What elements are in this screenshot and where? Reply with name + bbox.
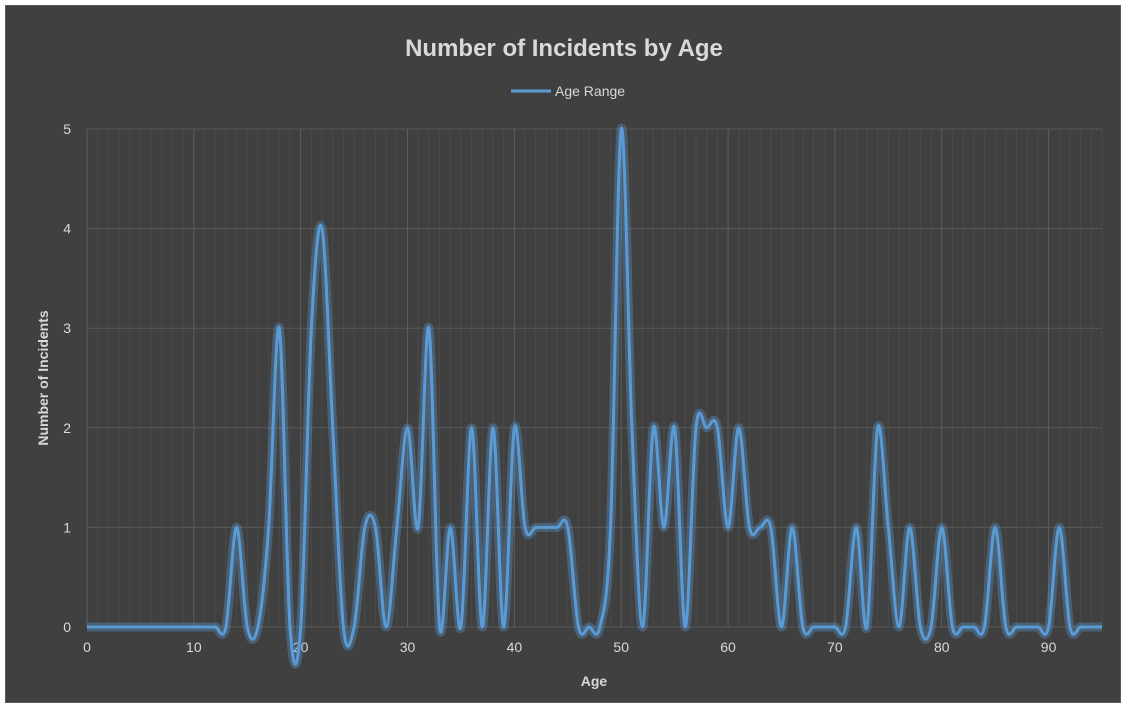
legend-label: Age Range	[555, 83, 625, 99]
y-tick-label: 5	[63, 121, 71, 137]
x-tick-label: 50	[613, 639, 629, 655]
x-tick-label: 40	[507, 639, 523, 655]
series-line-glow	[87, 123, 1102, 669]
legend: Age Range	[511, 83, 625, 99]
series-line-age-range	[87, 126, 1102, 666]
y-axis-title: Number of Incidents	[35, 310, 51, 446]
y-tick-label: 0	[63, 619, 71, 635]
chart-title: Number of Incidents by Age	[405, 35, 723, 62]
y-tick-label: 1	[63, 519, 71, 535]
x-tick-label: 60	[720, 639, 736, 655]
x-tick-label: 10	[186, 639, 202, 655]
x-axis-title: Age	[581, 673, 608, 689]
x-tick-label: 20	[293, 639, 309, 655]
x-tick-label: 0	[83, 639, 91, 655]
x-tick-label: 90	[1041, 639, 1057, 655]
x-tick-label: 70	[827, 639, 843, 655]
y-tick-label: 3	[63, 320, 71, 336]
grid	[86, 128, 1103, 628]
plot-area	[87, 123, 1102, 669]
x-tick-label: 80	[934, 639, 950, 655]
chart: Number of Incidents by Age Age Range 0 1 2…	[5, 5, 1121, 703]
y-tick-label: 2	[63, 420, 71, 436]
x-tick-label: 30	[400, 639, 416, 655]
chart-svg: Number of Incidents by Age Age Range 0 1 2…	[35, 35, 1103, 689]
y-tick-label: 4	[63, 221, 71, 237]
